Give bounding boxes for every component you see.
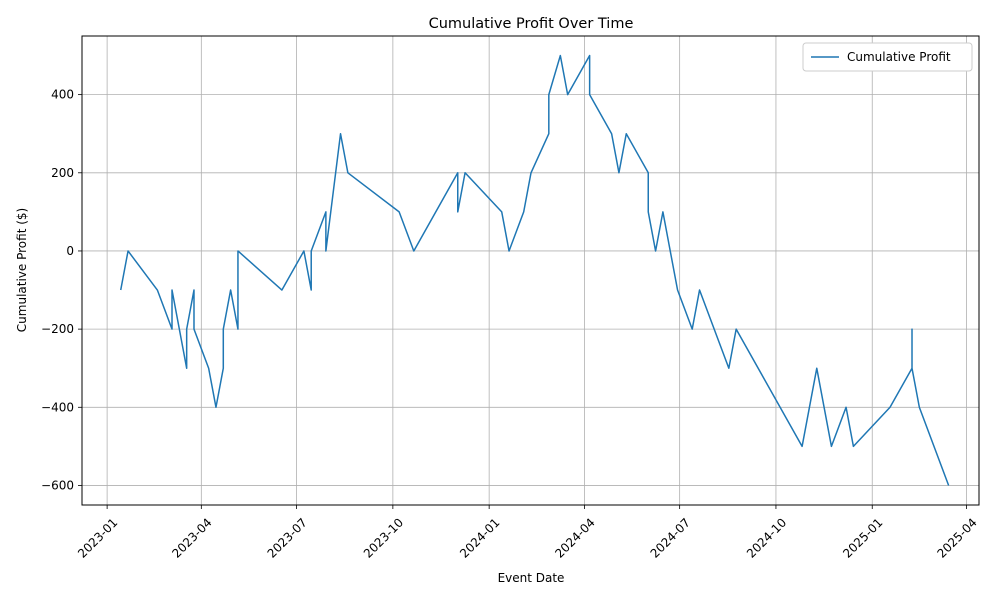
series-group [119, 54, 950, 486]
y-tick-label: −600 [41, 478, 74, 492]
x-tick-label: 2025-01 [840, 515, 885, 560]
x-tick-label: 2024-07 [648, 515, 693, 560]
y-axis-label: Cumulative Profit ($) [15, 208, 29, 332]
x-axis-label: Event Date [498, 571, 565, 585]
chart-title: Cumulative Profit Over Time [429, 16, 634, 32]
x-axis: 2023-01 2023-04 2023-07 2023-10 2024-01 2024-… [75, 505, 980, 561]
x-tick-label: 2024-01 [457, 515, 502, 560]
x-tick-label: 2024-04 [552, 515, 597, 560]
y-axis: −600 −400 −200 0 200 400 [41, 88, 82, 492]
x-tick-label: 2025-04 [934, 515, 979, 560]
y-tick-label: −200 [41, 322, 74, 336]
x-tick-label: 2024-10 [744, 515, 789, 560]
legend-label-cumulative-profit: Cumulative Profit [847, 50, 951, 64]
y-tick-label: 200 [51, 166, 74, 180]
legend-box [802, 42, 973, 72]
x-tick-label: 2023-07 [265, 515, 310, 560]
plot-frame [81, 35, 980, 506]
x-tick-label: 2023-04 [169, 515, 214, 560]
legend: Cumulative Profit [802, 42, 973, 72]
grid-lines [82, 36, 979, 505]
y-tick-label: 400 [51, 88, 74, 102]
y-tick-label: 0 [66, 244, 74, 258]
x-tick-label: 2023-10 [361, 515, 406, 560]
series-line-cumulative-profit [119, 54, 950, 486]
y-tick-label: −400 [41, 400, 74, 414]
x-tick-label: 2023-01 [75, 515, 120, 560]
